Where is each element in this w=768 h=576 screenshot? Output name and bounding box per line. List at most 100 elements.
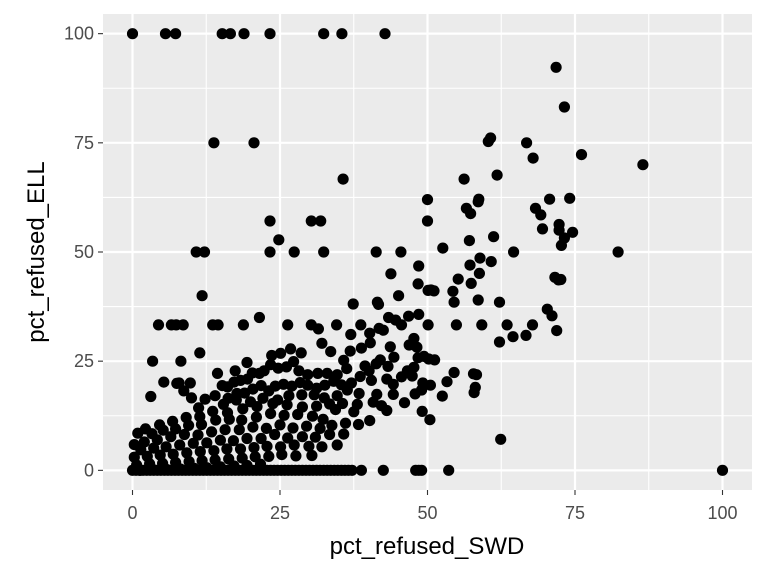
data-point — [185, 392, 198, 404]
data-point — [474, 252, 486, 264]
data-point — [261, 440, 273, 452]
data-point — [485, 132, 497, 144]
data-point — [364, 415, 376, 427]
data-point — [472, 294, 484, 306]
data-point — [469, 381, 481, 393]
data-point — [318, 246, 330, 258]
data-point — [214, 434, 226, 446]
data-point — [237, 403, 249, 415]
data-point — [345, 328, 357, 341]
data-point — [316, 337, 328, 349]
data-point — [296, 389, 308, 401]
data-point — [526, 319, 539, 331]
data-point — [331, 439, 343, 451]
data-point — [441, 376, 453, 388]
data-point — [564, 192, 576, 204]
data-point — [421, 215, 434, 227]
x-tick-label: 50 — [417, 503, 437, 523]
data-point — [201, 437, 213, 449]
data-point — [544, 193, 556, 205]
data-point — [398, 397, 411, 409]
data-point — [408, 332, 420, 345]
data-point — [393, 290, 405, 302]
data-point — [193, 402, 205, 414]
data-point — [314, 422, 326, 434]
data-point — [395, 246, 407, 258]
data-point — [208, 137, 220, 149]
data-point — [274, 419, 286, 431]
data-point — [403, 310, 415, 322]
data-point — [217, 398, 229, 410]
data-point — [230, 394, 242, 406]
data-point — [211, 367, 224, 379]
y-tick-label: 0 — [84, 460, 94, 480]
data-point — [315, 215, 327, 227]
data-point — [382, 360, 394, 372]
data-point — [233, 424, 245, 436]
data-point — [158, 376, 170, 388]
data-point — [216, 28, 228, 40]
data-point — [264, 246, 276, 258]
data-point — [283, 390, 295, 402]
data-point — [267, 397, 279, 410]
data-point — [282, 319, 294, 331]
data-point — [379, 28, 391, 40]
data-point — [241, 356, 253, 369]
data-point — [224, 28, 236, 40]
data-point — [493, 296, 506, 308]
data-point — [309, 431, 321, 443]
data-point — [207, 405, 219, 417]
data-point — [295, 347, 307, 359]
data-point — [344, 345, 356, 357]
data-point — [387, 388, 399, 400]
data-point — [234, 443, 247, 455]
data-point — [473, 267, 485, 279]
data-point — [192, 429, 204, 441]
data-point — [416, 405, 428, 417]
data-point — [395, 319, 408, 331]
data-point — [210, 414, 222, 426]
data-point — [336, 28, 348, 40]
data-point — [555, 239, 568, 251]
data-point — [269, 428, 281, 441]
x-tick-label: 75 — [565, 503, 585, 523]
data-point — [145, 390, 157, 403]
data-point — [535, 209, 547, 221]
data-point — [370, 246, 382, 258]
data-point — [429, 354, 441, 366]
data-point — [485, 256, 497, 268]
data-point — [287, 422, 299, 434]
data-point — [288, 439, 300, 451]
data-point — [428, 285, 440, 297]
data-point — [520, 329, 532, 341]
data-point — [354, 370, 366, 383]
data-point — [159, 28, 172, 40]
data-point — [296, 431, 308, 443]
data-point — [341, 363, 353, 375]
data-point — [248, 442, 260, 454]
data-point — [365, 374, 377, 386]
data-point — [293, 365, 305, 377]
data-point — [306, 449, 318, 462]
data-point — [199, 393, 211, 405]
data-point — [290, 450, 302, 462]
data-point — [216, 380, 228, 392]
data-point — [716, 464, 729, 476]
data-point — [248, 137, 260, 149]
data-point — [436, 390, 448, 402]
data-point — [341, 384, 353, 396]
data-point — [488, 231, 500, 243]
data-point — [346, 464, 358, 476]
data-point — [305, 215, 317, 227]
data-point — [355, 464, 367, 476]
data-point — [413, 308, 425, 320]
data-point — [416, 464, 428, 476]
data-point — [178, 428, 190, 441]
data-point — [491, 169, 503, 181]
data-point — [372, 298, 385, 310]
data-point — [324, 428, 336, 441]
data-point — [355, 319, 367, 331]
data-point — [275, 347, 287, 359]
x-axis: 0 25 50 75 100 — [127, 490, 738, 523]
